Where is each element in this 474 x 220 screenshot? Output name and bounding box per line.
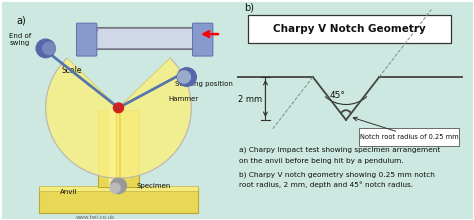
Polygon shape [91,29,201,48]
Circle shape [110,183,120,193]
FancyBboxPatch shape [359,128,459,146]
FancyBboxPatch shape [192,23,213,56]
Circle shape [110,178,127,194]
Text: Specimen: Specimen [137,183,171,189]
Circle shape [43,42,55,55]
Bar [109,110,121,187]
Text: b) Charpy V notch geometry showing 0.25 mm notch: b) Charpy V notch geometry showing 0.25 … [239,171,435,178]
Text: Starting position: Starting position [175,81,233,87]
Circle shape [113,103,124,113]
Text: a): a) [16,15,26,25]
Text: a) Charpy Impact test showing specimen arrangement: a) Charpy Impact test showing specimen a… [239,147,441,153]
FancyBboxPatch shape [247,15,451,43]
Text: on the anvil before being hit by a pendulum.: on the anvil before being hit by a pendu… [239,158,404,164]
Text: 45°: 45° [329,91,345,100]
FancyBboxPatch shape [76,23,97,56]
Text: Charpy V Notch Geometry: Charpy V Notch Geometry [273,24,426,34]
Circle shape [36,39,55,58]
Circle shape [178,71,191,83]
Bar [39,186,198,191]
Text: Scale: Scale [62,66,82,75]
Text: root radius, 2 mm, depth and 45° notch radius.: root radius, 2 mm, depth and 45° notch r… [239,181,413,188]
Bar [39,187,198,213]
Text: Notch root radius of 0.25 mm: Notch root radius of 0.25 mm [359,134,458,140]
Circle shape [177,68,196,86]
Bar [98,110,139,187]
Text: 2 mm: 2 mm [238,95,262,103]
Text: End of
swing: End of swing [9,33,32,46]
Wedge shape [46,58,191,178]
Text: b): b) [244,3,254,13]
FancyBboxPatch shape [90,28,195,50]
Text: Hammer: Hammer [169,96,199,102]
Text: www.twi.co.uk: www.twi.co.uk [76,215,116,220]
Text: Anvil: Anvil [60,189,77,195]
